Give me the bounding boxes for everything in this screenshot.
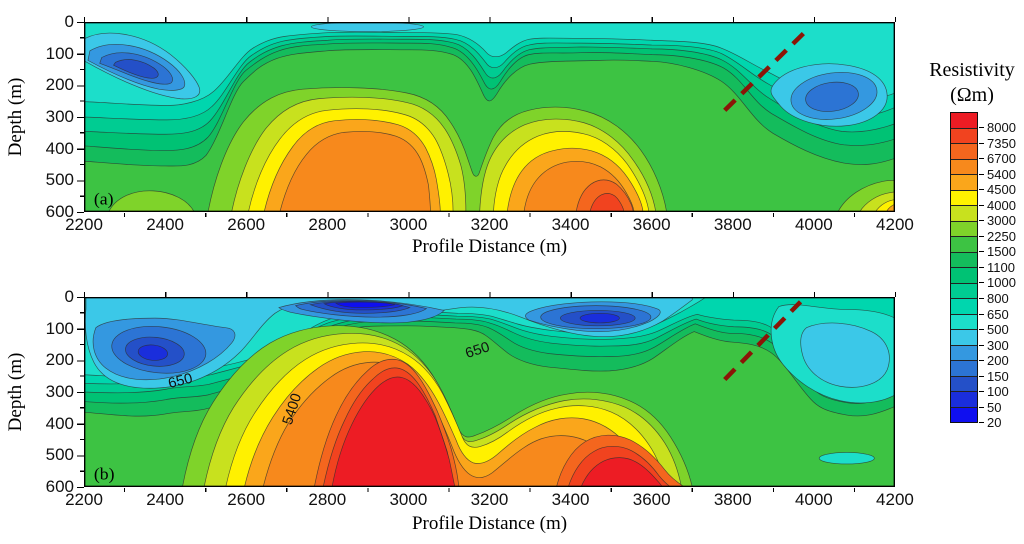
legend-units: (Ωm) [950, 84, 994, 106]
colorbar-segment [951, 113, 977, 128]
colorbar-segment [951, 158, 977, 174]
panel-b-y-ticks: 0 100 200 300 400 500 600 [45, 287, 74, 496]
colorbar-tick [979, 360, 984, 362]
panel-a-bottom-ticks [84, 213, 896, 217]
contour-label-650-right: 650 [463, 339, 491, 361]
colorbar-tick [979, 142, 984, 144]
panel-a-top-ticks [84, 17, 896, 22]
colorbar-tick [979, 282, 984, 284]
colorbar-tick [979, 298, 984, 300]
colorbar-tick [979, 251, 984, 253]
colorbar-tick [979, 235, 984, 237]
colorbar-segment [951, 391, 977, 407]
colorbar-segment [951, 329, 977, 345]
colorbar-tick [979, 329, 984, 331]
colorbar-segment [951, 344, 977, 360]
colorbar-segment [951, 251, 977, 267]
colorbar-segment [951, 205, 977, 221]
legend-title: Resistivity (Ωm) [918, 58, 1024, 108]
colorbar-segment [951, 220, 977, 236]
panel-b-red-core-right [580, 457, 664, 487]
colorbar-tick [979, 173, 984, 175]
colorbar-segment [951, 313, 977, 329]
colorbar-segment [951, 298, 977, 314]
colorbar-segment [951, 375, 977, 391]
panel-a-fault-dashed-line [723, 31, 806, 112]
colorbar-tick [979, 266, 984, 268]
colorbar-tick [979, 344, 984, 346]
colorbar-tick [979, 422, 984, 424]
panel-b-x-ticks: 2200 2400 2600 2800 3000 3200 3400 3600 3800 4000… [65, 490, 914, 509]
panel-a-x-ticks: 2200 2400 2600 2800 3000 3200 3400 3600 3800 4000… [65, 215, 914, 234]
panel-a-orange-dome [279, 131, 431, 212]
panel-a-left-minor-ticks [80, 22, 84, 214]
panel-b-top-ticks [84, 292, 896, 297]
colorbar-segment [951, 406, 977, 422]
panel-b-red-core-main [331, 376, 456, 487]
panel-b-border [84, 297, 895, 487]
legend-title-text: Resistivity [929, 59, 1015, 81]
panel-b-navy-surface-lens [335, 301, 396, 308]
panel-a-y-ticks: 0 100 200 300 400 500 600 [45, 12, 74, 221]
colorbar-tick [979, 313, 984, 315]
colorbar-segment [951, 360, 977, 376]
colorbar-tick [979, 189, 984, 191]
colorbar-segment [951, 282, 977, 298]
colorbar-tick [979, 220, 984, 222]
panel-b-fault-dashed-line [723, 300, 803, 382]
colorbar-tick [979, 204, 984, 206]
panel-b-bottom-ticks [84, 488, 896, 492]
colorbar-segment [951, 174, 977, 190]
panel-b-tag: (b) [94, 464, 115, 484]
resistivity-section-a: (a) [84, 22, 895, 212]
colorbar-segment [951, 127, 977, 143]
colorbar-segment [951, 267, 977, 283]
colorbar-tick [979, 127, 984, 128]
panel-a-surface-lens [311, 22, 424, 32]
contour-label-650-left: 650 [167, 371, 195, 392]
colorbar [950, 112, 978, 423]
colorbar-segment [951, 236, 977, 252]
panel-a-x-axis-title: Profile Distance (m) [411, 236, 568, 257]
colorbar-tick [979, 158, 984, 160]
colorbar-labels: 8000 7350 6700 5400 4500 4000 3000 2250 … [979, 120, 1016, 430]
panel-b-x-axis-title: Profile Distance (m) [411, 513, 568, 534]
colorbar-tick [979, 375, 984, 377]
panel-b-left-minor-ticks [80, 297, 84, 489]
colorbar-segment [951, 189, 977, 205]
panel-a-border [84, 22, 895, 212]
colorbar-segment [951, 143, 977, 159]
panel-a-tag: (a) [94, 189, 114, 209]
colorbar-tick [979, 391, 984, 393]
resistivity-section-b: 650 650 5400 (b) [84, 297, 895, 487]
colorbar-tick [979, 406, 984, 408]
